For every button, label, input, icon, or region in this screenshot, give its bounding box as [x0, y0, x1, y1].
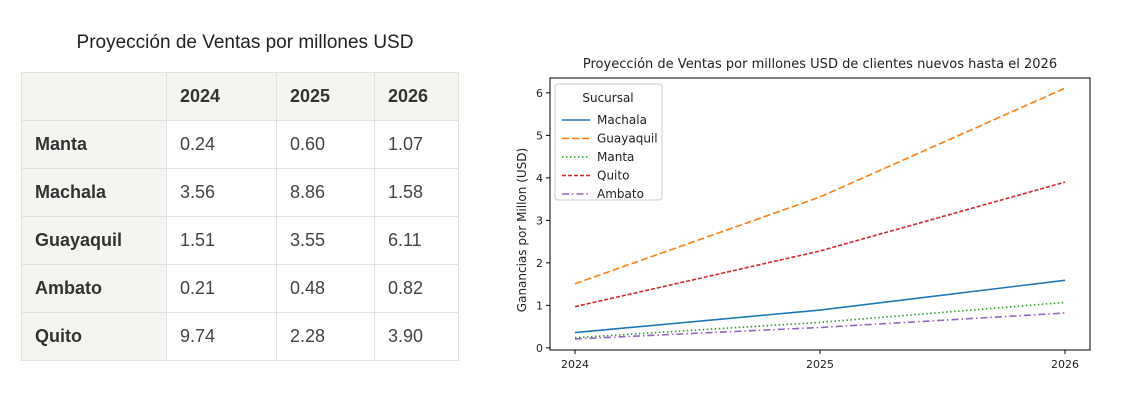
table-cell: 8.86 [276, 168, 375, 217]
table-title: Proyección de Ventas por millones USD [76, 32, 414, 53]
y-tick-label: 6 [536, 87, 543, 100]
row-label: Manta [21, 120, 167, 169]
table-cell: 2.28 [276, 312, 375, 361]
chart-title: Proyección de Ventas por millones USD de… [583, 57, 1057, 72]
y-tick-label: 1 [536, 299, 543, 312]
table-row: Guayaquil 1.51 3.55 6.11 [21, 216, 459, 265]
table-cell: 0.21 [166, 264, 277, 313]
table-cell: 0.24 [166, 120, 277, 169]
x-tick-label: 2025 [806, 358, 834, 371]
y-tick-label: 0 [536, 342, 543, 355]
y-axis: 0 1 2 3 4 5 6 [536, 87, 550, 355]
table-row: Ambato 0.21 0.48 0.82 [21, 264, 459, 313]
y-axis-label: Ganancias por Millon (USD) [515, 148, 529, 312]
legend: Sucursal Machala Guayaquil Manta Quito Ambat… [554, 83, 663, 201]
table-row: Machala 3.56 8.86 1.58 [21, 168, 459, 217]
series-lines [574, 87, 1066, 340]
legend-title: Sucursal [582, 91, 633, 105]
y-tick-label: 2 [536, 257, 543, 270]
table-cell: 1.58 [374, 168, 459, 217]
row-label: Machala [21, 168, 167, 217]
table-cell: 1.51 [166, 216, 277, 265]
table-cell: 0.48 [276, 264, 375, 313]
y-tick-label: 4 [536, 172, 543, 185]
series-line-machala [574, 279, 1066, 334]
table-cell: 0.82 [374, 264, 459, 313]
legend-label-machala: Machala [597, 113, 647, 127]
series-line-manta [574, 301, 1066, 339]
series-line-quito [574, 181, 1066, 308]
header-cell-2024: 2024 [166, 72, 277, 121]
y-tick-label: 5 [536, 129, 543, 142]
legend-label-quito: Quito [597, 169, 629, 183]
row-label: Ambato [21, 264, 167, 313]
y-tick-label: 3 [536, 214, 543, 227]
table-cell: 1.07 [374, 120, 459, 169]
table-cell: 0.60 [276, 120, 375, 169]
table-cell: 3.56 [166, 168, 277, 217]
row-label: Guayaquil [21, 216, 167, 265]
table-header-row: 2024 2025 2026 [21, 72, 459, 121]
row-label: Quito [21, 312, 167, 361]
legend-label-guayaquil: Guayaquil [597, 132, 658, 146]
x-tick-label: 2024 [561, 358, 589, 371]
series-line-guayaquil [574, 87, 1066, 285]
legend-box [554, 83, 663, 201]
header-cell-2025: 2025 [276, 72, 375, 121]
header-cell-empty [21, 72, 167, 121]
legend-label-ambato: Ambato [597, 187, 644, 201]
series-line-ambato [574, 312, 1066, 340]
sales-table: 2024 2025 2026 Manta 0.24 0.60 1.07 Mach… [21, 72, 459, 361]
table-cell: 3.90 [374, 312, 459, 361]
table-row: Quito 9.74 2.28 3.90 [21, 312, 459, 361]
table-cell: 3.55 [276, 216, 375, 265]
header-cell-2026: 2026 [374, 72, 459, 121]
legend-label-manta: Manta [597, 150, 634, 164]
x-tick-label: 2026 [1051, 358, 1079, 371]
x-axis: 2024 2025 2026 [561, 350, 1079, 371]
table-cell: 9.74 [166, 312, 277, 361]
table-row: Manta 0.24 0.60 1.07 [21, 120, 459, 169]
table-cell: 6.11 [374, 216, 459, 265]
line-chart: Proyección de Ventas por millones USD de… [515, 57, 1091, 371]
